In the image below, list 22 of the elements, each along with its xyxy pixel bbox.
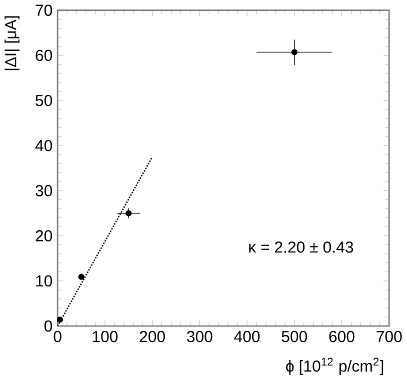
point: [78, 274, 84, 280]
y-tick-label: 50: [36, 94, 52, 106]
x-tick-label: 600: [329, 330, 354, 342]
y-tick-label: 10: [36, 275, 52, 286]
y-tick-label: 20: [36, 230, 52, 242]
x-tick-label: 200: [140, 330, 165, 342]
point: [56, 316, 63, 323]
y-tick-label: 30: [36, 184, 52, 196]
point: [291, 48, 298, 56]
y-tick-label: 40: [35, 140, 52, 151]
x-tick-label: 500: [282, 330, 308, 342]
annotation: κ = 2.20 ± 0.43: [249, 241, 354, 252]
x-tick-label: 700: [376, 330, 402, 342]
y-axis-title: |ΔI| [μA]: [4, 16, 20, 70]
x-tick-label: 300: [186, 330, 212, 342]
x-axis-title: ϕ [10$^{12}$ p/cm$^{2}$]: [286, 358, 384, 375]
x-tick-label: 0: [54, 330, 62, 342]
y-tick-label: 60: [36, 49, 52, 61]
x-tick-label: 100: [92, 330, 118, 342]
y-tick-label: 70: [36, 4, 52, 16]
x-tick-label: 400: [234, 330, 260, 342]
y-tick-label: 0: [44, 320, 52, 332]
